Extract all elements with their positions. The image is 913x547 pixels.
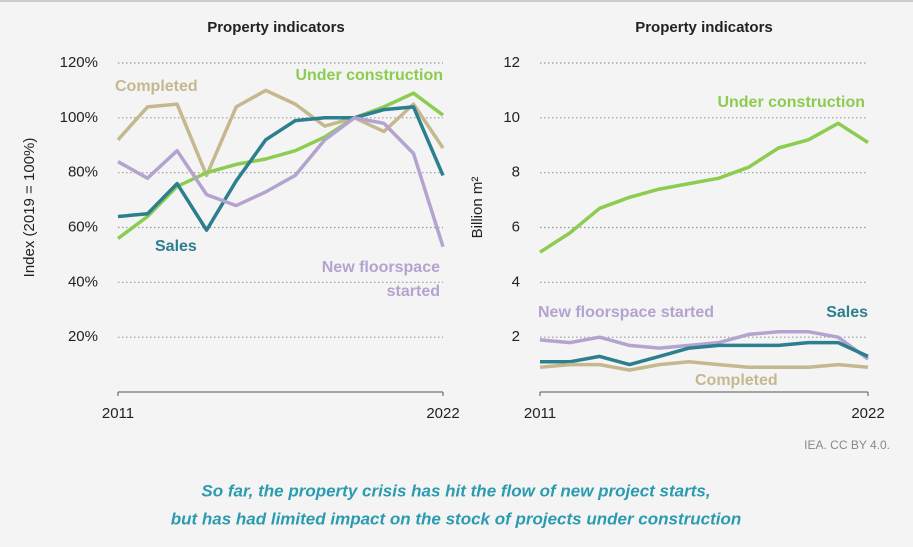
series-label: New floorspace started [538,304,714,321]
series-label: Completed [115,78,198,95]
series-label: Completed [695,372,778,389]
y-axis-label: Index (2019 = 100%) [21,138,38,278]
y-tick-label: 2 [512,328,520,345]
y-tick-label: 40% [68,273,98,290]
series-line [540,340,869,367]
series-label: New floorspace started [322,259,440,300]
chart-title: Property indicators [207,19,345,36]
y-tick-label: 6 [512,218,520,235]
y-tick-label: 100% [60,109,98,126]
y-tick-label: 10 [503,109,520,126]
x-tick-label: 2011 [524,405,556,422]
series-label: Sales [826,304,868,321]
series-label: Under construction [295,67,443,84]
y-tick-label: 20% [68,328,98,345]
x-tick-label: 2011 [102,405,134,422]
chart-title: Property indicators [635,19,773,36]
series-label: Under construction [717,94,865,111]
y-tick-label: 80% [68,164,98,181]
y-axis-label: Billion m² [469,177,486,239]
series-label: Sales [155,238,197,255]
y-tick-label: 4 [512,273,520,290]
series-line [117,116,445,248]
source: IEA. CC BY 4.0. [804,438,890,452]
x-tick-label: 2022 [426,405,459,422]
caption: but has had limited impact on the stock … [171,509,742,528]
x-tick-label: 2022 [851,405,884,422]
series-line [117,105,445,232]
series-line [539,360,869,372]
y-tick-label: 120% [60,54,98,71]
series-line [539,121,869,254]
series-line [116,91,445,240]
y-tick-label: 12 [503,54,520,71]
caption: So far, the property crisis has hit the … [201,481,710,500]
y-tick-label: 8 [512,164,520,181]
series-line [539,329,870,361]
y-tick-label: 60% [68,218,98,235]
